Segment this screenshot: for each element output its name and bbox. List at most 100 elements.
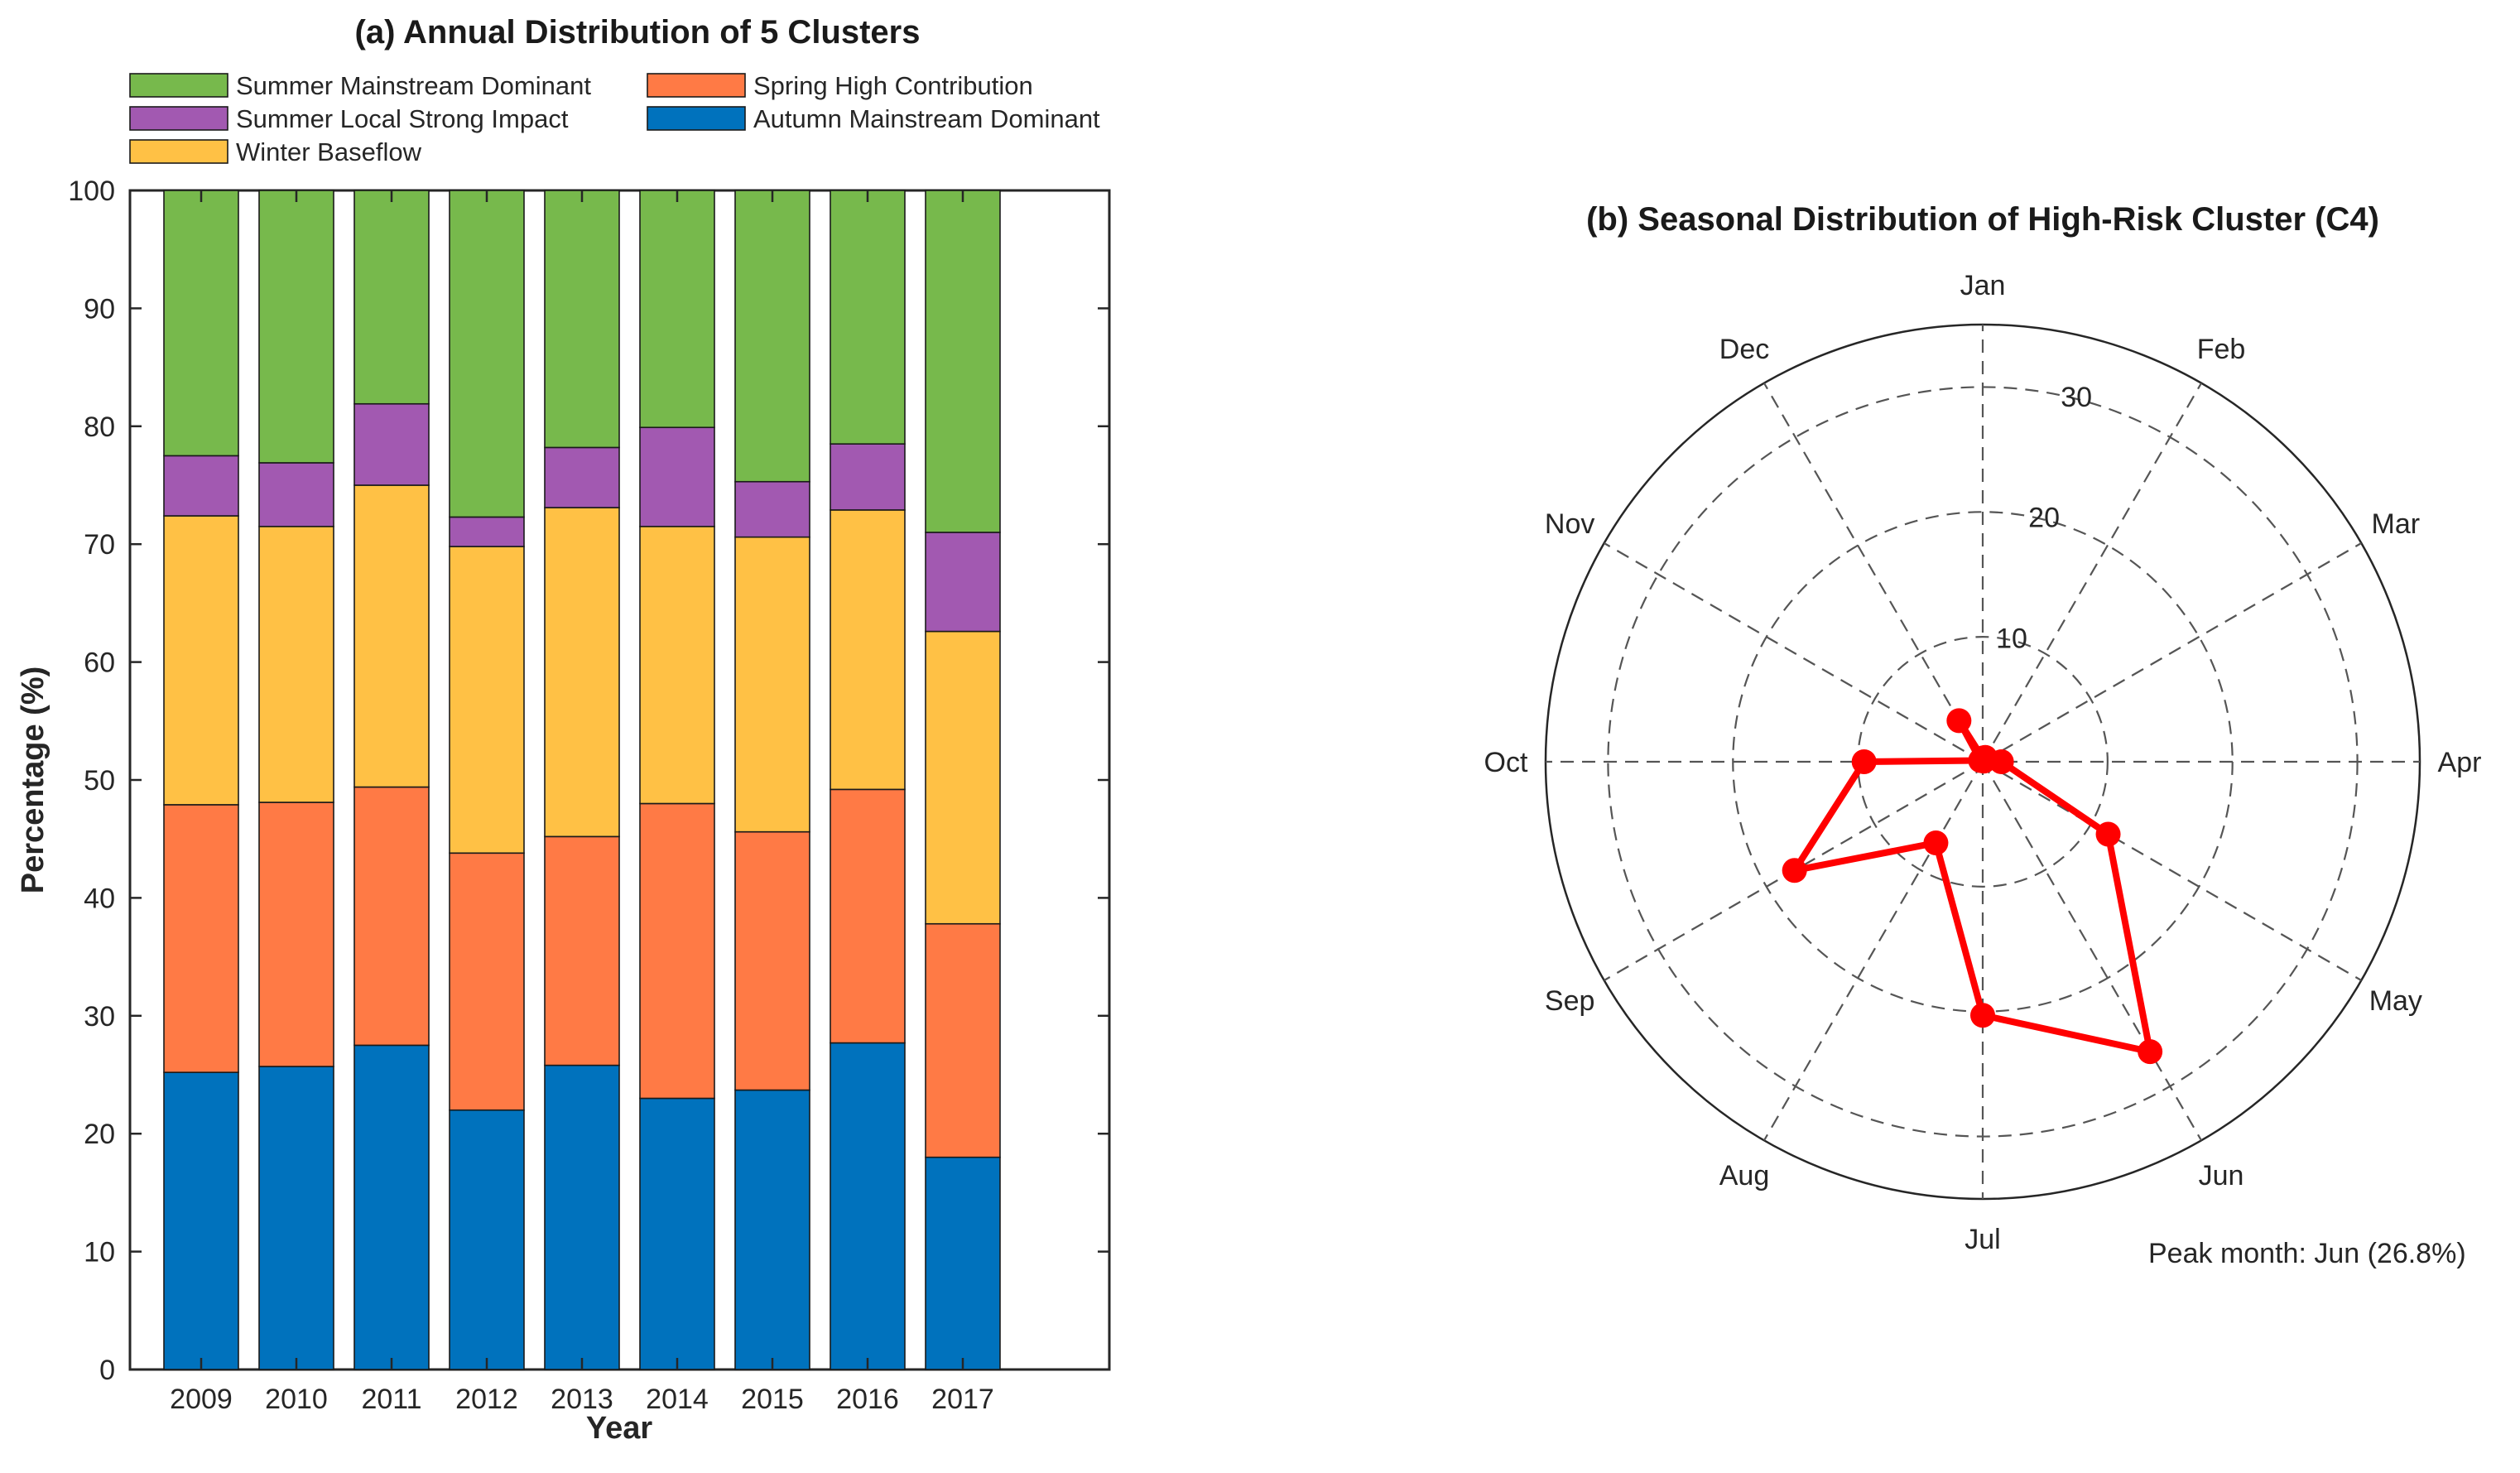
y-tick-label: 70 [84, 529, 115, 561]
stacked-bar-chart: (a) Annual Distribution of 5 Clusters Su… [16, 14, 1111, 1446]
y-tick-label: 40 [84, 883, 115, 914]
x-tick-label: 2011 [361, 1384, 421, 1415]
polar-chart: (b) Seasonal Distribution of High-Risk C… [1484, 201, 2482, 1269]
bar-2013-summer-mainstream-dominant [544, 190, 620, 449]
y-axis-label: Percentage (%) [16, 667, 50, 894]
month-label-may: May [2369, 985, 2422, 1017]
point-oct [1851, 749, 1877, 774]
legend-swatch-summer-local-strong-impact [129, 106, 228, 131]
legend-swatch-spring-high-contribution [647, 73, 746, 98]
bar-2009-summer-mainstream-dominant [163, 190, 239, 457]
bar-2013-winter-baseflow [544, 507, 620, 838]
y-axis: 0 10 20 30 40 50 60 70 80 90 100 [68, 176, 1109, 1386]
bar-2009-winter-baseflow [163, 515, 239, 806]
bar-2017-summer-mainstream-dominant [925, 190, 1001, 533]
bar-2011-winter-baseflow [353, 484, 430, 788]
bar-2017-spring-high-contribution [925, 922, 1001, 1158]
bar-2014-summer-mainstream-dominant [639, 190, 715, 429]
bar-2011-summer-mainstream-dominant [353, 190, 430, 405]
x-tick-label: 2009 [170, 1384, 233, 1415]
month-label-nov: Nov [1545, 508, 1594, 540]
polar-chart-title: (b) Seasonal Distribution of High-Risk C… [1586, 201, 2379, 238]
bar-2015-winter-baseflow [734, 536, 810, 833]
bar-2014-winter-baseflow [639, 526, 715, 805]
bar-2012-spring-high-contribution [449, 852, 525, 1111]
legend-label-winter-baseflow: Winter Baseflow [236, 137, 422, 166]
polar-spoke [1982, 761, 2202, 1141]
point-may [2095, 821, 2121, 847]
bar-2015-summer-mainstream-dominant [734, 190, 810, 483]
month-label-jul: Jul [1965, 1224, 2000, 1255]
month-labels: Jan Feb Mar Apr May Jun Jul Aug Sep Oct Nov Dec [1484, 270, 2482, 1255]
bar-2016-summer-mainstream-dominant [830, 190, 906, 445]
x-tick-label: 2016 [836, 1384, 899, 1415]
month-label-dec: Dec [1719, 334, 1769, 365]
legend: Summer Mainstream Dominant Spring High Co… [129, 71, 1100, 166]
x-tick-label: 2017 [931, 1384, 994, 1415]
legend-label-autumn-mainstream-dominant: Autumn Mainstream Dominant [753, 104, 1100, 133]
y-tick-label: 30 [84, 1001, 115, 1033]
legend-label-summer-local-strong-impact: Summer Local Strong Impact [236, 104, 569, 133]
x-tick-label: 2013 [551, 1384, 613, 1415]
bar-2016-autumn-mainstream-dominant [830, 1042, 906, 1370]
bar-2017-winter-baseflow [925, 630, 1001, 925]
y-tick-label: 90 [84, 293, 115, 325]
bar-2014-spring-high-contribution [639, 802, 715, 1100]
bar-2009-spring-high-contribution [163, 804, 239, 1073]
y-tick-label: 80 [84, 412, 115, 443]
bar-2009-autumn-mainstream-dominant [163, 1071, 239, 1370]
bar-2012-summer-mainstream-dominant [449, 190, 525, 518]
x-axis: 2009 2010 2011 2012 2013 2014 2015 2016 2017 [170, 190, 994, 1415]
bar-2011-summer-local-strong-impact [353, 402, 430, 486]
y-tick-label: 50 [84, 765, 115, 797]
polar-spoke [1982, 383, 2202, 763]
bar-2016-spring-high-contribution [830, 788, 906, 1044]
x-tick-label: 2015 [741, 1384, 804, 1415]
bar-2012-winter-baseflow [449, 546, 525, 854]
bar-2016-winter-baseflow [830, 509, 906, 791]
seasonal-series [1782, 708, 2163, 1065]
polar-spoke [1763, 383, 1984, 763]
x-tick-label: 2012 [455, 1384, 518, 1415]
x-tick-label: 2014 [646, 1384, 709, 1415]
radial-tick-label: 30 [2061, 382, 2092, 413]
polar-spoke [1763, 761, 1984, 1141]
month-label-jan: Jan [1960, 270, 2006, 301]
bar-2010-summer-mainstream-dominant [258, 190, 334, 464]
radial-tick-labels: 10 20 30 [1996, 382, 2092, 654]
legend-swatch-autumn-mainstream-dominant [647, 106, 746, 131]
radial-tick-label: 20 [2028, 503, 2060, 534]
bar-2015-summer-local-strong-impact [734, 480, 810, 538]
bar-chart-title: (a) Annual Distribution of 5 Clusters [355, 14, 921, 51]
y-tick-label: 60 [84, 647, 115, 679]
point-apr [1989, 749, 2014, 774]
y-tick-label: 0 [99, 1355, 115, 1386]
legend-label-summer-mainstream-dominant: Summer Mainstream Dominant [236, 71, 591, 100]
point-nov [1968, 748, 1993, 773]
bar-2014-autumn-mainstream-dominant [639, 1097, 715, 1370]
month-label-oct: Oct [1484, 747, 1528, 778]
bar-2012-autumn-mainstream-dominant [449, 1109, 525, 1370]
bar-2011-autumn-mainstream-dominant [353, 1044, 430, 1370]
point-sep [1782, 858, 1807, 883]
polar-spoke [1604, 542, 1984, 763]
month-label-apr: Apr [2438, 747, 2482, 778]
peak-month-annotation: Peak month: Jun (26.8%) [2148, 1238, 2466, 1269]
bar-2017-autumn-mainstream-dominant [925, 1156, 1001, 1370]
legend-swatch-winter-baseflow [129, 139, 228, 164]
bar-2010-winter-baseflow [258, 526, 334, 803]
bar-2014-summer-local-strong-impact [639, 426, 715, 527]
bar-2017-summer-local-strong-impact [925, 532, 1001, 633]
y-tick-label: 100 [68, 176, 115, 207]
y-tick-label: 10 [84, 1237, 115, 1268]
month-label-feb: Feb [2197, 334, 2246, 365]
bar-2013-autumn-mainstream-dominant [544, 1064, 620, 1370]
bar-2010-autumn-mainstream-dominant [258, 1066, 334, 1370]
x-axis-label: Year [586, 1411, 653, 1446]
polar-spoke [1982, 761, 2362, 981]
month-label-mar: Mar [2372, 508, 2421, 540]
month-label-sep: Sep [1545, 985, 1595, 1017]
legend-label-spring-high-contribution: Spring High Contribution [753, 71, 1033, 100]
point-jun [2138, 1039, 2163, 1065]
